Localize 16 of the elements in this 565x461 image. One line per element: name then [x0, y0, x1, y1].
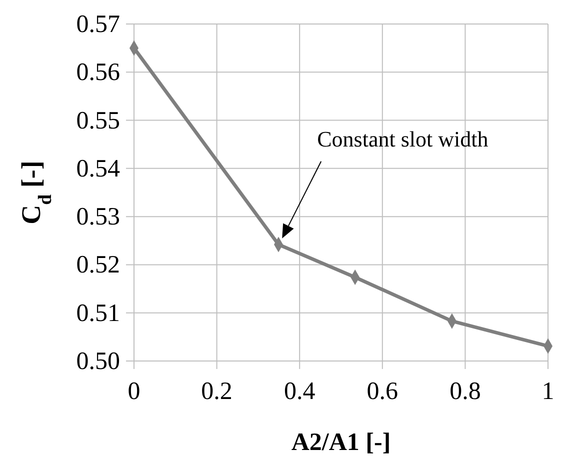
- y-tick-label: 0.56: [76, 59, 120, 86]
- y-tick-label: 0.52: [76, 252, 120, 279]
- y-tick-label: 0.50: [76, 348, 120, 375]
- x-axis-title: A2/A1 [-]: [291, 429, 391, 456]
- x-tick-label: 1: [542, 378, 554, 405]
- y-tick-label: 0.57: [76, 11, 120, 38]
- y-tick-label: 0.55: [76, 107, 120, 134]
- y-tick-label: 0.51: [76, 300, 120, 327]
- x-tick-label: 0.2: [201, 378, 232, 405]
- y-tick-label: 0.54: [76, 155, 120, 182]
- x-tick-label: 0.6: [366, 378, 398, 405]
- x-tick-label: 0.8: [450, 378, 481, 405]
- x-tick-label: 0: [128, 378, 140, 405]
- y-tick-label: 0.53: [76, 204, 120, 231]
- x-tick-label: 0.4: [284, 378, 316, 405]
- annotation: Constant slot width: [317, 126, 488, 152]
